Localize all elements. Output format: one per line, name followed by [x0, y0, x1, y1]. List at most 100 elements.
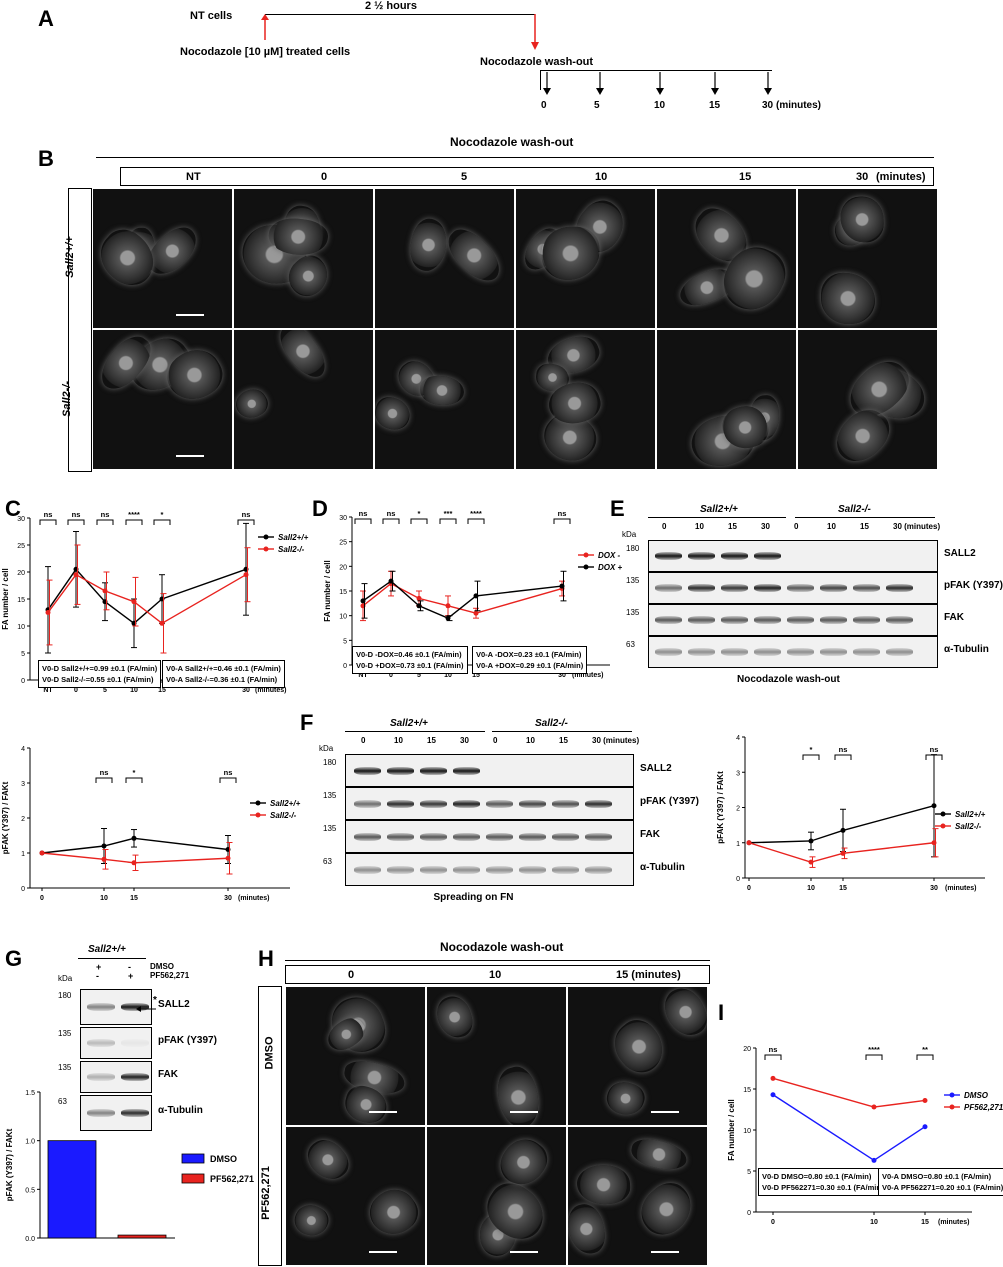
scale-bar [176, 314, 205, 316]
y-tick-label: 30 [17, 516, 25, 523]
data-point [131, 860, 137, 866]
y-tick-label: 0 [21, 886, 25, 893]
blot-band [754, 584, 781, 592]
panel-label-b: B [38, 146, 54, 171]
panel-label-a: A [38, 6, 54, 31]
washout-label: Nocodazole wash-out [480, 56, 594, 68]
panelB-column-header: NT 0 5 10 15 30 (minutes) [120, 167, 934, 186]
h-col-15: 15 (minutes) [616, 968, 681, 981]
blot-strip [648, 572, 938, 604]
panelD-voa-plus: V0-A +DOX=0.29 ±0.1 (FA/min) [476, 661, 584, 670]
data-point [931, 803, 937, 809]
significance-bracket [916, 1054, 934, 1060]
panelC-vod-ko: V0-D Sall2-/-=0.55 ±0.1 (FA/min) [42, 675, 154, 684]
legend-marker [263, 534, 269, 540]
x-tick-label: 0 [74, 687, 78, 694]
significance-label: ns [558, 509, 567, 518]
panelI-box-voa: V0-A DMSO=0.80 ±0.1 (FA/min) V0-A PF5622… [878, 1168, 1003, 1196]
significance-bracket [153, 519, 171, 525]
cell-shape [289, 1200, 333, 1242]
series-line [748, 805, 935, 844]
y-tick-label: 15 [339, 589, 347, 596]
panelH-title: Nocodazole wash-out [440, 940, 564, 954]
blot-band [688, 648, 715, 656]
blot-band [721, 648, 748, 656]
significance-bracket [96, 519, 114, 525]
panel-label-e: E [610, 496, 625, 521]
blot-band [585, 832, 612, 841]
arrowhead [764, 88, 772, 95]
significance-label: **** [128, 510, 140, 519]
blot-band [886, 648, 913, 656]
micrograph-tile [285, 986, 426, 1126]
y-tick-label: 15 [17, 597, 25, 604]
series-line [41, 837, 229, 854]
kda-marker: 135 [626, 608, 640, 617]
x-axis-unit: (minutes) [938, 1219, 970, 1226]
protein-label: α-Tubulin [944, 644, 989, 655]
scale-bar [510, 1111, 539, 1113]
data-point [101, 843, 107, 849]
x-tick-label: 5 [417, 672, 421, 679]
x-axis-unit: (minutes) [945, 885, 977, 892]
cell-shape [575, 1164, 631, 1206]
blot-group-label: Sall2+/+ [390, 718, 428, 729]
y-tick-label: 30 [339, 515, 347, 522]
data-point [102, 588, 108, 594]
y-axis-label: pFAK (Y397) / FAKt [716, 771, 725, 844]
x-tick-label: 0 [747, 885, 751, 892]
panelH-column-header: 0 10 15 (minutes) [285, 965, 710, 984]
blot-band [420, 832, 447, 841]
cell-shape [491, 1063, 546, 1125]
time-arrow-icon [543, 72, 551, 95]
row-label-wt: Sall2+/+ [63, 236, 76, 278]
kda-title-g: kDa [58, 974, 73, 983]
series-line [47, 568, 247, 625]
legend-swatch [181, 1173, 205, 1184]
kda-marker: 63 [626, 640, 635, 649]
significance-label: **** [470, 509, 482, 518]
micrograph-tile [92, 188, 233, 329]
legend-label: Sall2-/- [278, 545, 305, 554]
protein-label: pFAK (Y397) [944, 580, 1003, 591]
legend-swatch [181, 1153, 205, 1164]
significance-label: ns [242, 510, 251, 519]
scale-bar [176, 455, 205, 457]
blot-band [87, 1073, 115, 1081]
series-line [748, 842, 935, 863]
y-tick-label: 1.5 [25, 1090, 35, 1097]
blot-lane-label: 0 [662, 522, 667, 531]
arrowhead [711, 88, 719, 95]
y-tick-label: 1 [736, 841, 740, 848]
micrograph-tile [233, 329, 374, 470]
washout-time-label: 30 [762, 100, 774, 111]
time-arrow-icon [656, 72, 664, 95]
blot-lane-label: 0 [361, 736, 366, 745]
blot-group-label: Sall2-/- [838, 504, 871, 515]
blot-band [354, 832, 381, 841]
legend-label: DMSO [210, 1154, 237, 1164]
dmso-lane2: - [128, 962, 131, 972]
arrowhead [656, 88, 664, 95]
panel-label-d: D [312, 496, 328, 521]
significance-bracket [410, 518, 428, 524]
blot-band [453, 766, 480, 775]
kda-marker: 135 [626, 576, 640, 585]
y-tick-label: 10 [339, 614, 347, 621]
data-point [840, 850, 846, 856]
blot-band [87, 1003, 115, 1011]
significance-bracket [834, 754, 852, 760]
blot-band [655, 584, 682, 592]
kda-marker: 135 [58, 1063, 72, 1072]
blot-band [820, 648, 847, 656]
chart-i-fa-number: 0 5 10 15 20 0 10 15 (minutes) FA number / cell ns… [727, 1045, 1003, 1226]
panelD-voa-minus: V0-A -DOX=0.23 ±0.1 (FA/min) [476, 650, 582, 659]
panelC-voa-ko: V0-A Sall2-/-=0.36 ±0.1 (FA/min) [166, 675, 278, 684]
scale-bar [651, 1111, 680, 1113]
blot-group-rule [795, 517, 935, 518]
x-tick-label: 10 [130, 687, 138, 694]
data-point [101, 856, 107, 862]
blot-band [655, 648, 682, 656]
legend-label: Sall2-/- [955, 822, 982, 831]
data-point [445, 615, 451, 621]
